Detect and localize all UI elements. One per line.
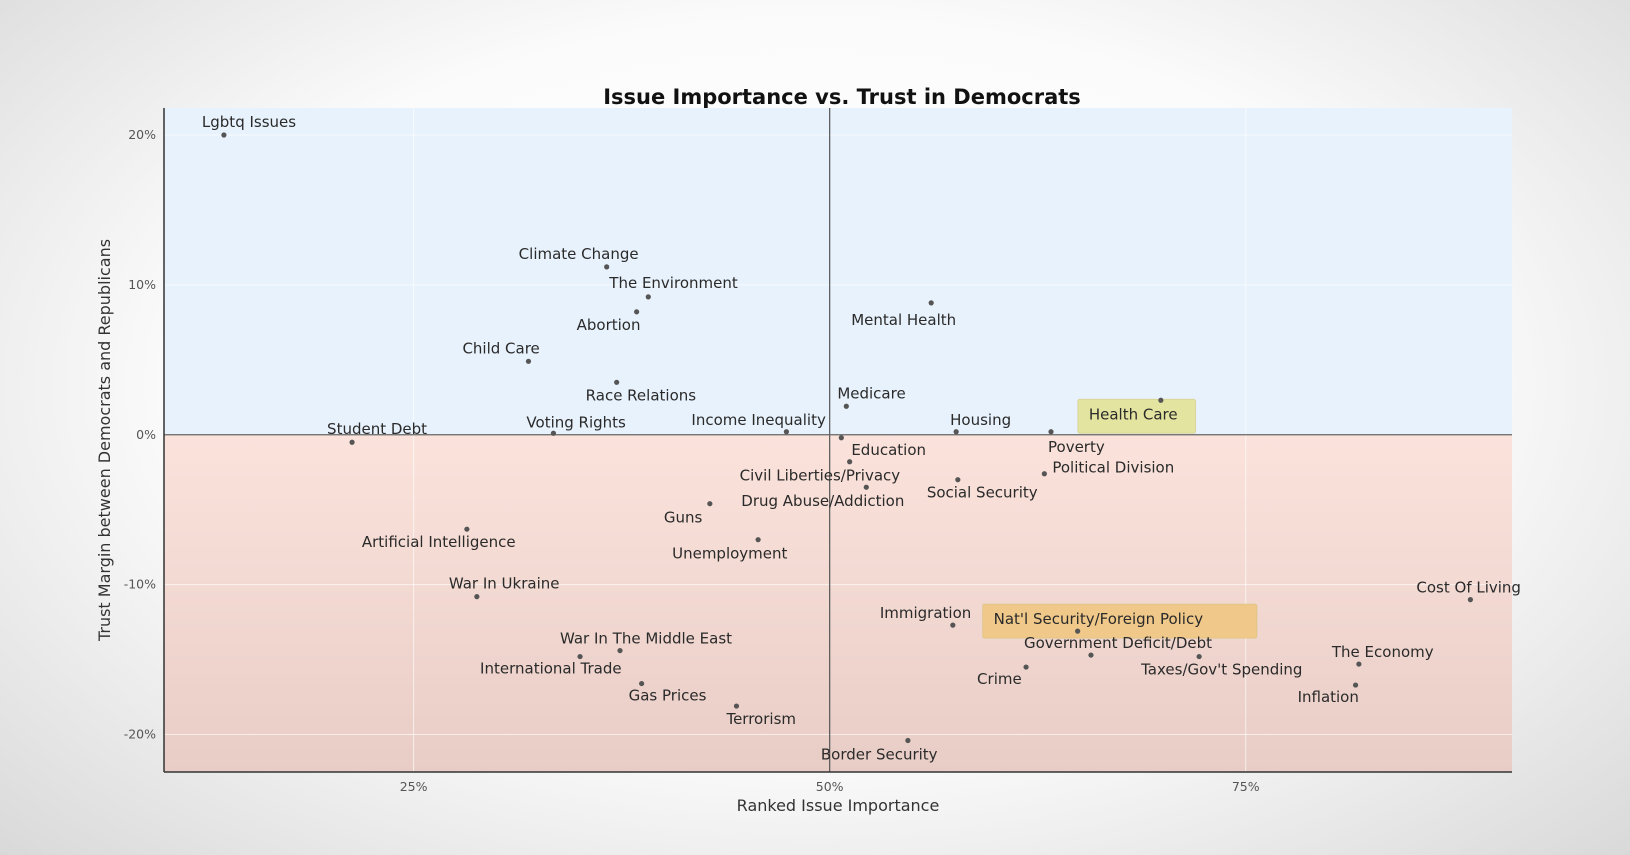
point-student-debt [349, 439, 355, 445]
point-lgbtq-issues [221, 132, 227, 138]
point-income-inequality [783, 429, 790, 435]
point-war-in-the-middle-east [617, 647, 623, 654]
point-voting-rights [550, 430, 557, 436]
point-label-abortion: Abortion [577, 316, 641, 334]
point-education [838, 435, 844, 441]
point-label-war-in-ukraine: War In Ukraine [449, 575, 560, 593]
chart-title: Issue Importance vs. Trust in Democrats [603, 85, 1081, 109]
point-label-drug-abuse-addiction: Drug Abuse/Addiction [741, 492, 904, 510]
point-label-civil-liberties-privacy: Civil Liberties/Privacy [740, 467, 901, 485]
point-poverty [1048, 429, 1054, 435]
point-immigration [950, 622, 956, 628]
point-cost-of-living [1467, 597, 1473, 603]
point-label-political-division: Political Division [1052, 459, 1174, 477]
point-label-inflation: Inflation [1298, 688, 1359, 706]
y-tick-label: 10% [128, 277, 156, 292]
point-nat-l-security-foreign-policy [1075, 628, 1081, 634]
point-label-war-in-the-middle-east: War In The Middle East [560, 630, 732, 648]
point-label-the-environment: The Environment [608, 274, 738, 292]
point-race-relations [614, 379, 620, 385]
point-social-security [955, 477, 961, 483]
point-the-environment [645, 294, 651, 300]
x-axis-title: Ranked Issue Importance [737, 796, 940, 815]
point-housing [953, 429, 959, 435]
y-tick-label: -20% [124, 727, 156, 742]
point-label-gas-prices: Gas Prices [629, 687, 707, 705]
point-label-social-security: Social Security [927, 484, 1038, 502]
point-political-division [1041, 471, 1047, 477]
point-label-government-deficit-debt: Government Deficit/Debt [1024, 634, 1212, 652]
point-label-cost-of-living: Cost Of Living [1416, 579, 1521, 597]
point-the-economy [1356, 661, 1362, 667]
point-label-artificial-intelligence: Artificial Intelligence [362, 533, 516, 551]
y-axis-title: Trust Margin between Democrats and Repub… [95, 239, 114, 642]
point-child-care [525, 358, 532, 364]
point-abortion [634, 309, 640, 315]
point-drug-abuse-addiction [863, 484, 869, 490]
point-artificial-intelligence [464, 526, 470, 532]
point-label-immigration: Immigration [880, 604, 971, 622]
point-label-the-economy: The Economy [1331, 643, 1434, 661]
highlight-box-health-care [1077, 398, 1197, 434]
point-label-student-debt: Student Debt [327, 420, 427, 438]
point-label-health-care: Health Care [1089, 405, 1178, 423]
point-terrorism [733, 703, 740, 709]
point-label-medicare: Medicare [837, 384, 905, 402]
point-label-housing: Housing [950, 411, 1011, 429]
point-climate-change [604, 264, 610, 270]
point-label-guns: Guns [664, 509, 703, 527]
point-label-lgbtq-issues: Lgbtq Issues [202, 113, 296, 131]
point-label-education: Education [851, 441, 926, 459]
point-war-in-ukraine [474, 594, 480, 600]
point-label-child-care: Child Care [462, 339, 539, 357]
point-label-nat-l-security-foreign-policy: Nat'l Security/Foreign Policy [994, 610, 1204, 628]
point-label-international-trade: International Trade [480, 660, 622, 678]
point-label-taxes-gov-t-spending: Taxes/Gov't Spending [1140, 661, 1302, 679]
point-medicare [843, 403, 849, 409]
point-label-income-inequality: Income Inequality [691, 411, 826, 429]
y-tick-label: 20% [128, 127, 156, 142]
x-tick-label: 25% [400, 779, 428, 794]
point-health-care [1158, 397, 1164, 403]
point-gas-prices [639, 680, 645, 687]
point-label-border-security: Border Security [821, 746, 938, 764]
point-unemployment [755, 537, 761, 543]
point-border-security [905, 737, 911, 744]
point-inflation [1352, 682, 1359, 688]
negative-region [164, 434, 1512, 772]
point-crime [1023, 664, 1029, 670]
x-tick-label: 50% [816, 779, 844, 794]
point-label-terrorism: Terrorism [725, 710, 796, 728]
point-label-poverty: Poverty [1048, 438, 1105, 456]
y-tick-label: -10% [124, 577, 156, 592]
point-label-race-relations: Race Relations [586, 386, 697, 404]
point-label-crime: Crime [977, 670, 1022, 688]
point-label-mental-health: Mental Health [851, 311, 956, 329]
highlight-box-nat-l-security-foreign-policy [982, 603, 1258, 639]
point-civil-liberties-privacy [847, 459, 853, 465]
point-label-voting-rights: Voting Rights [526, 413, 626, 431]
point-mental-health [928, 300, 934, 306]
point-taxes-gov-t-spending [1196, 653, 1202, 660]
plot-area: 25% 50% 75% 20% 10% 0% -10% -20% Lgbtq Issues Cli… [124, 108, 1521, 794]
point-label-climate-change: Climate Change [519, 245, 639, 263]
y-tick-label: 0% [136, 427, 156, 442]
point-guns [707, 501, 713, 507]
point-government-deficit-debt [1088, 652, 1094, 658]
point-international-trade [577, 653, 583, 660]
positive-region [164, 108, 1512, 435]
x-tick-label: 75% [1232, 779, 1260, 794]
point-label-unemployment: Unemployment [672, 545, 787, 563]
